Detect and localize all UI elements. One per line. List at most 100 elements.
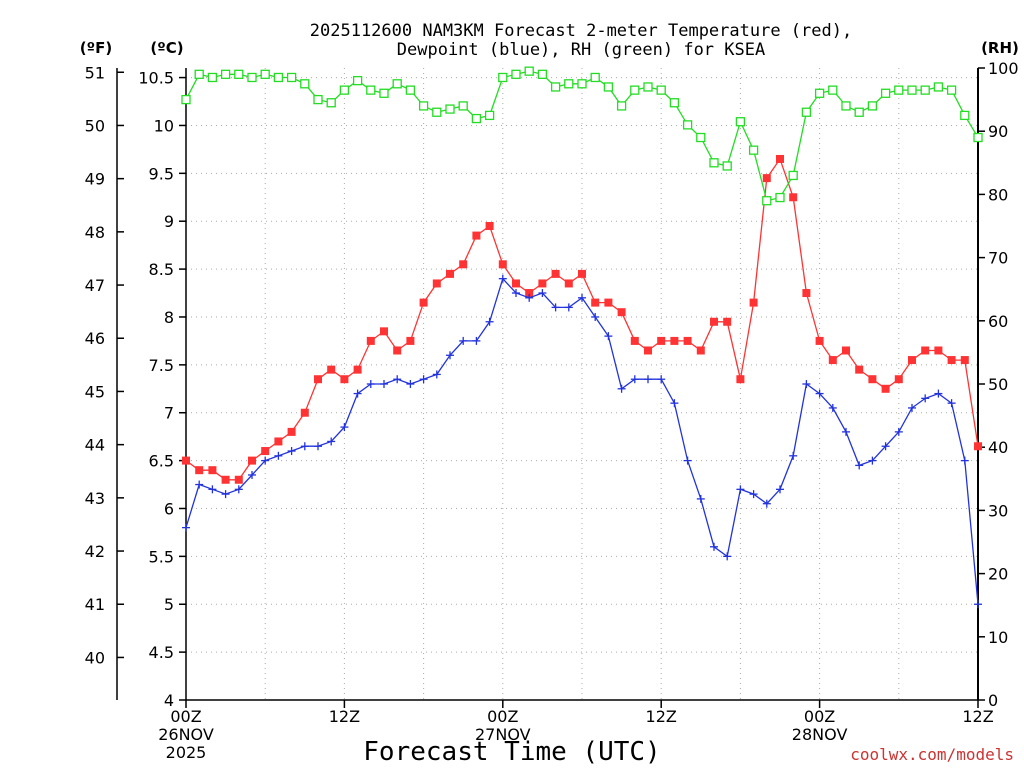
dewpoint-point xyxy=(617,384,626,393)
dewpoint-point xyxy=(974,600,982,609)
rh-point xyxy=(920,85,930,95)
temperature-point xyxy=(340,375,349,384)
rh-tick-label: 70 xyxy=(988,249,1008,268)
dewpoint-point xyxy=(314,442,322,451)
temperature-point xyxy=(551,269,560,278)
rh-point xyxy=(339,85,350,95)
temperature-point xyxy=(248,456,256,465)
rh-point xyxy=(643,82,653,92)
fahrenheit-tick-label: 40 xyxy=(85,648,105,667)
temperature-point xyxy=(300,408,309,417)
dewpoint-point xyxy=(736,485,745,494)
temperature-point xyxy=(221,475,230,484)
fahrenheit-tick-label: 49 xyxy=(85,170,105,189)
dewpoint-point xyxy=(644,375,652,384)
temperature-point xyxy=(947,356,956,365)
dewpoint-point xyxy=(815,389,824,398)
rh-point xyxy=(616,101,627,111)
dewpoint-point xyxy=(749,490,758,499)
rh-point xyxy=(471,113,482,124)
rh-point xyxy=(603,82,614,92)
dewpoint-point xyxy=(182,523,190,532)
dewpoint-point xyxy=(657,375,666,384)
axes xyxy=(116,67,985,708)
dewpoint-point xyxy=(802,380,811,388)
temperature-point xyxy=(960,356,969,365)
temperature-point xyxy=(208,466,217,475)
dewpoint-point xyxy=(551,303,560,312)
temperature-point xyxy=(828,356,837,365)
rh-tick-label: 30 xyxy=(988,501,1008,520)
x-tick-label: 27NOV xyxy=(475,725,531,744)
x-tick-label: 12Z xyxy=(646,707,677,726)
dewpoint-point xyxy=(591,312,600,321)
temperature-point xyxy=(802,289,811,298)
celsius-tick-label: 8 xyxy=(164,308,174,327)
rh-point xyxy=(814,88,825,98)
dewpoint-point xyxy=(300,442,309,451)
temperature-series-line xyxy=(185,157,979,481)
temperature-point xyxy=(855,365,864,374)
rh-point xyxy=(511,69,521,79)
dewpoint-point xyxy=(380,380,388,388)
fahrenheit-tick-label: 51 xyxy=(85,63,105,82)
fahrenheit-tick-label: 47 xyxy=(85,276,105,295)
fahrenheit-tick-label: 43 xyxy=(85,489,105,508)
dewpoint-point xyxy=(842,427,850,436)
dewpoint-point xyxy=(630,375,639,384)
tick-labels: 4 4.5 5 5.5 6 6.5 7 7.5 8 8.5 9 9.5 10 10.5 40 41 42 43 44… xyxy=(85,59,1019,762)
rh-point xyxy=(867,101,878,111)
rh-point xyxy=(181,94,191,105)
temperature-point xyxy=(459,260,468,269)
temperature-point xyxy=(921,346,930,355)
temperature-point xyxy=(710,317,718,326)
x-tick-label: 2025 xyxy=(166,743,207,762)
fahrenheit-tick-label: 44 xyxy=(85,436,105,455)
temperature-point xyxy=(908,356,916,365)
dewpoint-point xyxy=(274,451,283,460)
dewpoint-point xyxy=(353,389,362,398)
x-tick-label: 00Z xyxy=(170,707,201,726)
fahrenheit-tick-label: 42 xyxy=(85,542,105,561)
rh-tick-label: 40 xyxy=(988,438,1008,457)
temperature-point xyxy=(314,375,322,384)
rh-point xyxy=(907,85,917,95)
rh-point xyxy=(656,85,666,95)
rh-point xyxy=(194,69,204,79)
temperature-point xyxy=(591,298,600,307)
rh-point xyxy=(590,72,600,83)
rh-point xyxy=(405,85,416,95)
rh-point xyxy=(960,110,970,121)
dewpoint-point xyxy=(459,336,468,345)
temperature-point xyxy=(974,442,982,451)
temperature-point xyxy=(538,279,547,288)
rh-point xyxy=(392,79,402,89)
temperature-point xyxy=(261,447,270,456)
temperature-point xyxy=(881,384,890,393)
grid xyxy=(186,68,978,700)
dewpoint-point xyxy=(512,289,520,298)
rh-tick-label: 10 xyxy=(988,628,1008,647)
celsius-tick-label: 4.5 xyxy=(149,643,174,662)
temperature-point xyxy=(525,289,534,298)
rh-point xyxy=(234,69,244,79)
dewpoint-point xyxy=(776,485,784,494)
rh-point xyxy=(458,101,468,111)
temperature-point xyxy=(815,336,824,345)
rh-point xyxy=(748,145,759,155)
temperature-point xyxy=(789,193,798,202)
temperature-point xyxy=(657,336,666,345)
temperature-point xyxy=(512,279,520,288)
rh-point xyxy=(220,69,231,79)
temperature-point xyxy=(842,346,850,355)
rh-point xyxy=(484,110,495,121)
temperature-point xyxy=(578,269,586,278)
celsius-tick-label: 9 xyxy=(164,212,174,231)
rh-point xyxy=(880,88,891,98)
rh-point xyxy=(432,107,442,117)
fahrenheit-tick-label: 48 xyxy=(85,223,105,242)
rh-point xyxy=(352,75,363,86)
rh-point xyxy=(537,69,548,79)
celsius-tick-label: 6 xyxy=(164,499,174,518)
temperature-point xyxy=(380,327,388,336)
